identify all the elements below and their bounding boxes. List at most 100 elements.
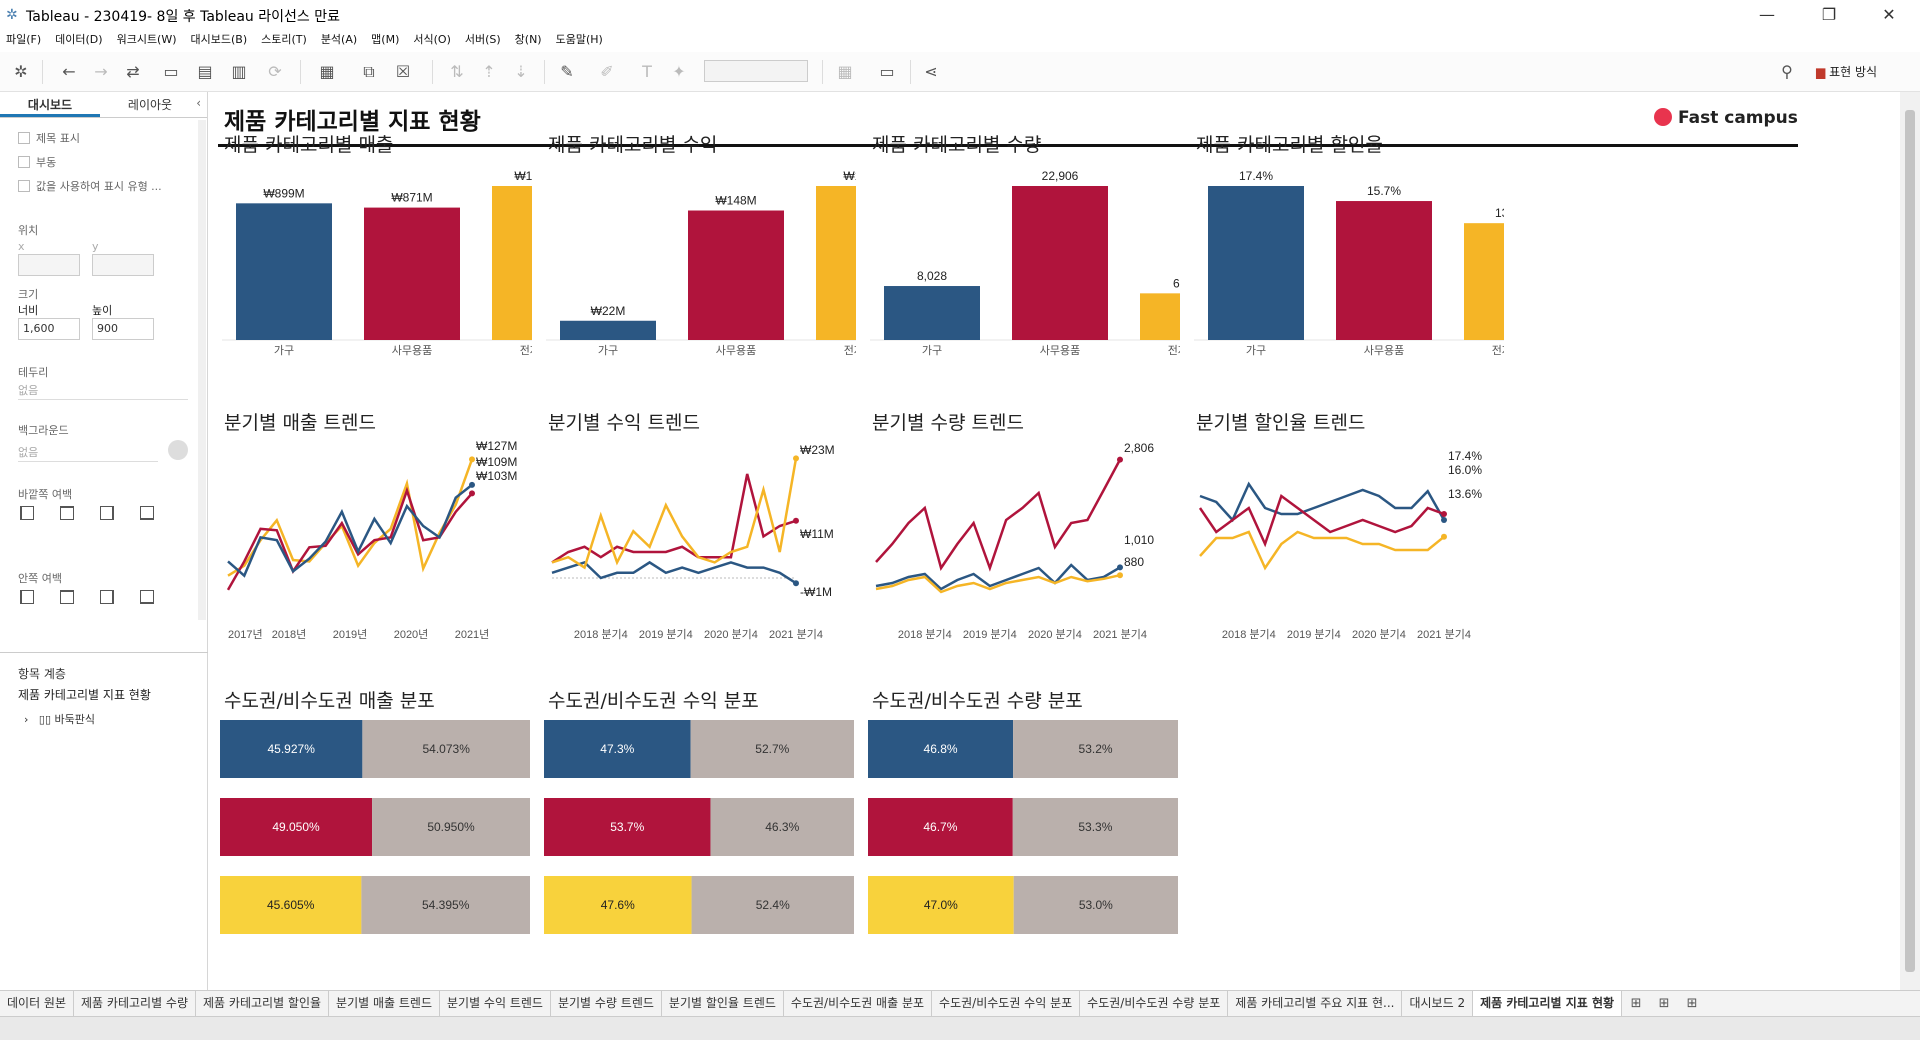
sheet-tab[interactable]: 분기별 할인율 트렌드 <box>662 991 784 1016</box>
series-line[interactable] <box>552 562 796 583</box>
bar-chart[interactable]: ₩899M가구₩871M사무용품₩1,013M전자제품 <box>222 162 532 372</box>
highlight-icon[interactable]: ✎ <box>556 62 578 81</box>
end-point[interactable] <box>469 482 475 488</box>
option-title[interactable]: 제목 표시 <box>18 130 80 146</box>
padding-bottom-icon[interactable] <box>140 506 154 520</box>
redo-icon[interactable]: → <box>90 62 112 81</box>
new-story-tab-icon[interactable]: ⊞ <box>1678 991 1706 1016</box>
inner-padding-top-icon[interactable] <box>60 590 74 604</box>
bar-chart[interactable]: 17.4% 가구 15.7% 사무용품 13.2% 전자제품 <box>1194 162 1504 372</box>
sheet-tab[interactable]: 데이터 원본 <box>0 991 74 1016</box>
swap-icon[interactable]: ⇅ <box>446 62 468 81</box>
bar[interactable] <box>1208 186 1304 340</box>
checkbox-icon[interactable] <box>18 156 30 168</box>
new-sheet-tab-icon[interactable]: ⊞ <box>1622 991 1650 1016</box>
sidebar-scrollbar[interactable] <box>198 120 206 620</box>
sheet-tab[interactable]: 분기별 수익 트렌드 <box>440 991 551 1016</box>
inner-padding-bottom-icon[interactable] <box>140 590 154 604</box>
label-icon[interactable]: T <box>636 62 658 81</box>
menu-item-9[interactable]: 창(N) <box>515 30 542 50</box>
menu-item-1[interactable]: 데이터(D) <box>55 30 102 50</box>
sheet-tab[interactable]: 수도권/비수도권 수량 분포 <box>1080 991 1228 1016</box>
new-sheet-icon[interactable]: ▦ <box>316 62 338 81</box>
line-chart[interactable]: 2,8061,0108802018 분기4 2019 분기4 2020 분기4 202… <box>870 436 1180 656</box>
menu-item-8[interactable]: 서버(S) <box>465 30 501 50</box>
menu-item-10[interactable]: 도움말(H) <box>556 30 603 50</box>
background-dropdown[interactable]: 없음 <box>18 444 158 462</box>
stacked-bar-chart[interactable]: 45.927% 54.073%49.050% 50.950%45.605% 54.39… <box>218 718 532 948</box>
inner-padding-left-icon[interactable] <box>20 590 34 604</box>
group-icon[interactable]: ✐ <box>596 62 618 81</box>
menu-item-3[interactable]: 대시보드(B) <box>191 30 248 50</box>
replay-icon[interactable]: ⇄ <box>122 62 144 81</box>
sheet-tab[interactable]: 제품 카테고리별 주요 지표 현... <box>1228 991 1402 1016</box>
bar[interactable] <box>884 286 980 340</box>
end-point[interactable] <box>793 455 799 461</box>
sheet-tab[interactable]: 제품 카테고리별 수량 <box>74 991 196 1016</box>
checkbox-icon[interactable] <box>18 180 30 192</box>
bar[interactable] <box>1140 293 1180 340</box>
height-field[interactable]: 900 <box>92 318 154 340</box>
pause-update-icon[interactable]: ▥ <box>228 62 250 81</box>
menu-item-4[interactable]: 스토리(T) <box>261 30 307 50</box>
line-chart[interactable]: ₩127M ₩109M₩103M 2017년 2018년 2019년 2020년 2021년 <box>222 436 532 656</box>
series-line[interactable] <box>228 459 472 575</box>
undo-icon[interactable]: ← <box>58 62 80 81</box>
series-line[interactable] <box>552 458 796 567</box>
pin-toolbar-icon[interactable]: ⚲ <box>1776 62 1798 81</box>
menu-item-7[interactable]: 서식(O) <box>413 30 450 50</box>
bar-chart[interactable]: ₩22M 가구 ₩148M 사무용품 ₩176M 전자제품 <box>546 162 856 372</box>
end-point[interactable] <box>1441 511 1447 517</box>
tableau-home-icon[interactable]: ✲ <box>10 62 32 81</box>
hierarchy-root[interactable]: 제품 카테고리별 지표 현황 <box>0 686 208 703</box>
maximize-icon[interactable]: ❐ <box>1806 3 1852 27</box>
expand-icon[interactable]: › <box>24 713 28 726</box>
sheet-tab[interactable]: 분기별 매출 트렌드 <box>329 991 440 1016</box>
bar[interactable] <box>560 321 656 340</box>
end-point[interactable] <box>793 580 799 586</box>
end-point[interactable] <box>469 456 475 462</box>
menu-item-6[interactable]: 맵(M) <box>371 30 399 50</box>
series-line[interactable] <box>876 460 1120 568</box>
clear-sheet-icon[interactable]: ☒ <box>392 62 414 81</box>
hierarchy-child[interactable]: › ▯▯ 바둑판식 <box>0 711 208 727</box>
new-datasource-icon[interactable]: ▤ <box>194 62 216 81</box>
sort-asc-icon[interactable]: ⇡ <box>478 62 500 81</box>
end-point[interactable] <box>1117 457 1123 463</box>
sheet-tab[interactable]: 제품 카테고리별 지표 현황 <box>1473 991 1622 1016</box>
presentation-icon[interactable]: ▭ <box>876 62 898 81</box>
series-line[interactable] <box>1200 484 1444 520</box>
vertical-scrollbar[interactable] <box>1900 92 1920 990</box>
bar[interactable] <box>236 203 332 340</box>
y-field[interactable] <box>92 254 154 276</box>
bar[interactable] <box>1012 186 1108 340</box>
line-chart[interactable]: 17.4%16.0% 13.6% 2018 분기4 2019 분기4 2020 분기4 2… <box>1194 436 1504 656</box>
stacked-bar-chart[interactable]: 46.8% 53.2% 46.7% 53.3% 47.0% 53.0% <box>866 718 1180 948</box>
width-field[interactable]: 1,600 <box>18 318 80 340</box>
bar[interactable] <box>1336 201 1432 340</box>
padding-top-icon[interactable] <box>60 506 74 520</box>
line-chart[interactable]: ₩23M ₩11M -₩1M 2018 분기4 2019 분기4 2020 분기4 2021… <box>546 436 856 656</box>
menu-item-0[interactable]: 파일(F) <box>6 30 41 50</box>
tab-dashboard[interactable]: 대시보드 <box>0 92 100 117</box>
scroll-thumb[interactable] <box>1905 110 1915 972</box>
refresh-icon[interactable]: ⟳ <box>264 62 286 81</box>
bar[interactable] <box>364 208 460 340</box>
bar[interactable] <box>688 211 784 341</box>
end-point[interactable] <box>469 490 475 496</box>
end-point[interactable] <box>793 518 799 524</box>
fit-dropdown[interactable] <box>704 60 808 82</box>
stacked-bar-chart[interactable]: 47.3% 52.7% 53.7% 46.3% 47.6% 52.4% <box>542 718 856 948</box>
share-icon[interactable]: ⋖ <box>920 62 942 81</box>
sheet-tab[interactable]: 제품 카테고리별 할인율 <box>196 991 329 1016</box>
checkbox-icon[interactable] <box>18 132 30 144</box>
end-point[interactable] <box>1117 572 1123 578</box>
padding-right-icon[interactable] <box>100 506 114 520</box>
option-float[interactable]: 부동 <box>18 154 56 170</box>
menu-item-5[interactable]: 분석(A) <box>321 30 357 50</box>
save-icon[interactable]: ▭ <box>160 62 182 81</box>
end-point[interactable] <box>1117 564 1123 570</box>
show-cards-icon[interactable]: ▦ <box>834 62 856 81</box>
close-icon[interactable]: ✕ <box>1866 3 1912 27</box>
bar[interactable] <box>492 186 532 340</box>
